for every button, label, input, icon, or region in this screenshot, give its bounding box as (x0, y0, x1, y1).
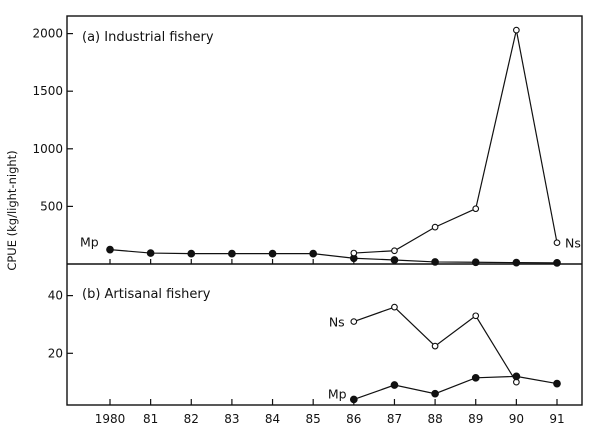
data-point-b-mp (349, 395, 358, 404)
y-axis-label: CPUE (kg/light-night) (5, 150, 19, 270)
data-point-b-mp (512, 372, 521, 381)
y-tick-label-a: 1500 (32, 84, 63, 98)
data-point-a-ns (472, 205, 480, 213)
y-tick-label-b: 40 (48, 289, 63, 303)
x-tick-label: 82 (184, 412, 199, 426)
data-point-a-mp (309, 249, 318, 258)
series-label-b-mp: Mp (328, 386, 347, 401)
x-tick-label: 87 (387, 412, 402, 426)
data-point-b-mp (390, 381, 399, 389)
data-point-b-mp (471, 373, 480, 382)
y-tick-label-a: 500 (40, 199, 63, 213)
series-label-b-ns: Ns (329, 315, 345, 330)
series-line-b-mp (353, 375, 558, 401)
panel-b-title: (b) Artisanal fishery (82, 287, 211, 302)
x-tick-label: 86 (346, 412, 361, 426)
x-tick-label: 89 (468, 412, 483, 426)
data-point-a-ns (553, 239, 561, 247)
data-point-a-ns (350, 249, 358, 257)
x-tick-label: 85 (306, 412, 321, 426)
series-line-a-mp (109, 249, 558, 264)
data-point-a-mp (471, 258, 480, 267)
x-tick-label: 83 (224, 412, 239, 426)
panel-a-title: (a) Industrial fishery (82, 30, 214, 45)
data-point-a-mp (553, 258, 561, 267)
data-point-a-mp (390, 256, 399, 264)
data-point-a-mp (228, 249, 236, 258)
y-tick-label-a: 2000 (32, 27, 63, 41)
data-point-a-ns (391, 247, 398, 255)
series-label-a-ns: Ns (565, 236, 581, 251)
series-label-a-mp: Mp (80, 235, 99, 250)
x-tick-label: 81 (143, 412, 158, 426)
data-point-b-ns (431, 342, 439, 350)
x-tick-label: 91 (549, 412, 564, 426)
series-line-a-ns (353, 30, 558, 254)
x-tick-label: 90 (509, 412, 524, 426)
y-tick-label-a: 1000 (32, 142, 63, 156)
data-point-a-mp (106, 245, 114, 254)
y-tick-label-b: 20 (48, 346, 63, 360)
data-point-a-mp (268, 249, 277, 258)
data-point-b-ns (391, 303, 398, 311)
data-point-a-ns (431, 223, 439, 231)
x-tick-label: 88 (427, 412, 442, 426)
data-point-b-ns (350, 318, 358, 325)
data-point-a-mp (512, 258, 521, 267)
data-point-a-mp (431, 258, 439, 266)
data-point-a-mp (146, 249, 155, 257)
data-point-b-mp (553, 379, 561, 388)
x-tick-label: 1980 (95, 412, 126, 426)
x-tick-label: 84 (265, 412, 280, 426)
data-point-b-mp (431, 389, 439, 398)
plot-frame (66, 15, 583, 406)
data-point-a-mp (187, 249, 196, 258)
data-point-b-ns (472, 312, 480, 320)
data-point-a-ns (513, 26, 520, 34)
